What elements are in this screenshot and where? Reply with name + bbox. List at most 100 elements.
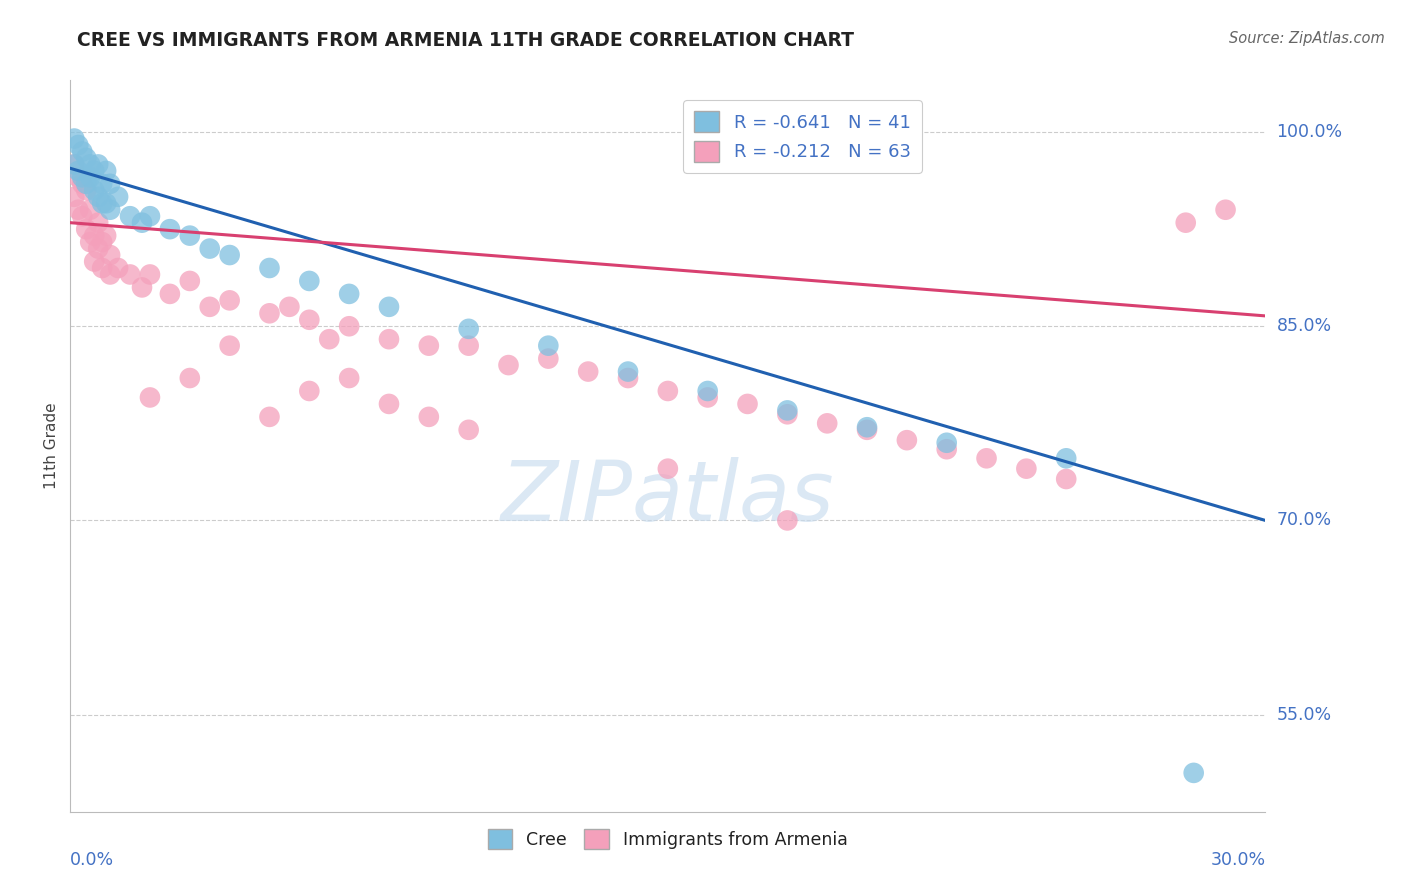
Point xyxy=(63,157,86,171)
Point xyxy=(935,435,957,450)
Point xyxy=(120,209,141,223)
Point xyxy=(107,190,129,204)
Point xyxy=(537,351,560,366)
Point xyxy=(856,423,879,437)
Point xyxy=(1015,461,1038,475)
Point xyxy=(63,190,86,204)
Point xyxy=(278,300,301,314)
Point xyxy=(617,365,640,379)
Text: 85.0%: 85.0% xyxy=(1277,318,1331,335)
Point xyxy=(98,248,121,262)
Point xyxy=(218,248,240,262)
Point xyxy=(696,384,718,398)
Point xyxy=(131,216,153,230)
Point xyxy=(63,131,86,145)
Point xyxy=(498,358,520,372)
Point xyxy=(96,196,117,211)
Point xyxy=(218,293,240,308)
Point xyxy=(378,397,401,411)
Point xyxy=(976,451,998,466)
Point xyxy=(298,312,321,326)
Point xyxy=(98,202,121,217)
Point xyxy=(87,157,110,171)
Point xyxy=(179,371,201,385)
Point xyxy=(259,409,281,424)
Point xyxy=(378,300,401,314)
Point xyxy=(179,228,201,243)
Point xyxy=(79,235,101,249)
Point xyxy=(120,268,141,282)
Point xyxy=(87,242,110,256)
Point xyxy=(139,391,162,405)
Point xyxy=(1174,216,1197,230)
Point xyxy=(337,319,360,334)
Point xyxy=(91,196,114,211)
Point xyxy=(83,228,105,243)
Point xyxy=(67,202,90,217)
Point xyxy=(91,235,114,249)
Point xyxy=(537,339,560,353)
Point xyxy=(218,339,240,353)
Point xyxy=(457,423,479,437)
Text: 0.0%: 0.0% xyxy=(70,851,114,869)
Text: Source: ZipAtlas.com: Source: ZipAtlas.com xyxy=(1229,31,1385,46)
Point xyxy=(776,407,799,421)
Point xyxy=(107,260,129,275)
Point xyxy=(131,280,153,294)
Point xyxy=(70,170,93,185)
Point xyxy=(896,433,918,447)
Point xyxy=(67,164,90,178)
Point xyxy=(378,332,401,346)
Point xyxy=(67,138,90,153)
Point xyxy=(576,365,599,379)
Point xyxy=(696,391,718,405)
Point xyxy=(75,151,97,165)
Point xyxy=(70,177,93,191)
Point xyxy=(318,332,340,346)
Point xyxy=(139,209,162,223)
Point xyxy=(83,183,105,197)
Point xyxy=(79,170,101,185)
Point xyxy=(418,409,440,424)
Text: 30.0%: 30.0% xyxy=(1211,851,1265,869)
Text: CREE VS IMMIGRANTS FROM ARMENIA 11TH GRADE CORRELATION CHART: CREE VS IMMIGRANTS FROM ARMENIA 11TH GRA… xyxy=(77,31,855,50)
Point xyxy=(96,228,117,243)
Point xyxy=(70,209,93,223)
Point xyxy=(457,339,479,353)
Point xyxy=(418,339,440,353)
Point xyxy=(935,442,957,457)
Point xyxy=(83,164,105,178)
Point xyxy=(1054,472,1077,486)
Point xyxy=(70,145,93,159)
Point xyxy=(337,286,360,301)
Point xyxy=(198,300,221,314)
Point xyxy=(259,306,281,320)
Point xyxy=(657,384,679,398)
Point xyxy=(457,322,479,336)
Point xyxy=(179,274,201,288)
Y-axis label: 11th Grade: 11th Grade xyxy=(44,402,59,490)
Point xyxy=(83,254,105,268)
Point xyxy=(91,177,114,191)
Point xyxy=(139,268,162,282)
Point xyxy=(87,216,110,230)
Point xyxy=(1054,451,1077,466)
Point xyxy=(75,177,97,191)
Point xyxy=(75,222,97,236)
Text: 100.0%: 100.0% xyxy=(1277,123,1343,141)
Point xyxy=(75,183,97,197)
Legend: Cree, Immigrants from Armenia: Cree, Immigrants from Armenia xyxy=(481,822,855,855)
Point xyxy=(91,260,114,275)
Point xyxy=(79,202,101,217)
Point xyxy=(159,222,181,236)
Point xyxy=(159,286,181,301)
Point xyxy=(776,513,799,527)
Point xyxy=(98,268,121,282)
Point xyxy=(63,157,86,171)
Point xyxy=(98,177,121,191)
Point xyxy=(87,190,110,204)
Point xyxy=(259,260,281,275)
Point xyxy=(298,384,321,398)
Point xyxy=(1215,202,1237,217)
Point xyxy=(776,403,799,417)
